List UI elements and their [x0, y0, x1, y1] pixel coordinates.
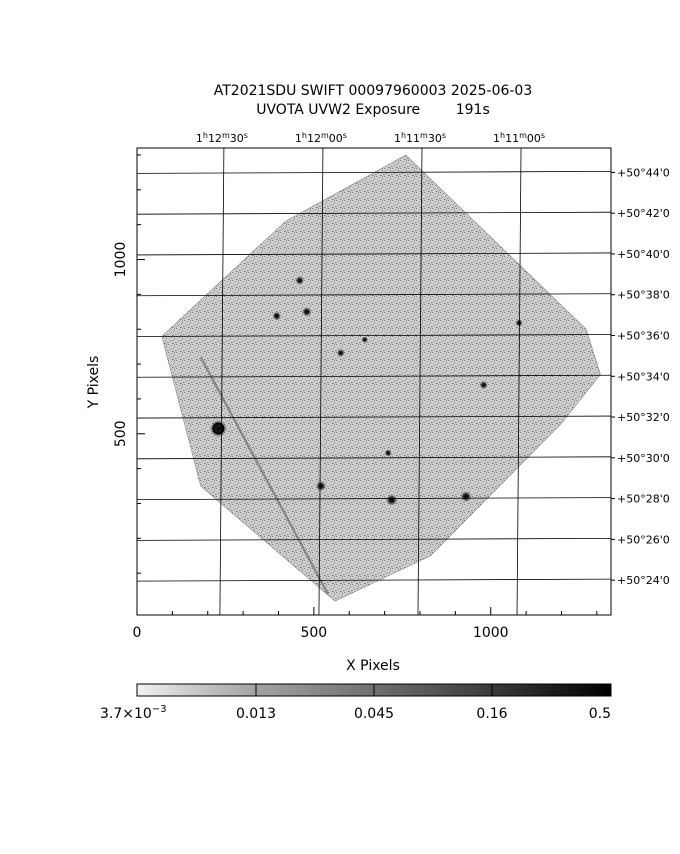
dec-label-6: +50°34'0 — [617, 370, 670, 383]
plot-frame — [136, 147, 612, 616]
source-1 — [209, 419, 228, 438]
dec-label-8: +50°30'0 — [617, 452, 670, 465]
bright-source-ring — [212, 422, 225, 435]
source-5 — [295, 275, 305, 285]
image-field — [161, 154, 601, 602]
ra-grid-line-1 — [219, 147, 225, 616]
colorbar-label-5: 0.5 — [589, 706, 611, 722]
dec-label-5: +50°36'0 — [617, 329, 670, 342]
dec-grid-line-4 — [136, 293, 612, 297]
source-11 — [515, 319, 523, 327]
source-7 — [272, 311, 282, 321]
colorbar-label-3: 0.045 — [354, 706, 394, 722]
dec-label-7: +50°32'0 — [617, 411, 670, 424]
image-footprint — [161, 154, 601, 602]
ra-label-3: 1h11m30s — [394, 131, 446, 145]
dec-grid-line-11 — [136, 578, 612, 582]
source-8 — [336, 348, 345, 358]
source-10 — [384, 449, 392, 457]
source-layer — [209, 275, 523, 506]
y-tick-label-1: 500 — [113, 420, 129, 447]
title-line-1: AT2021SDU SWIFT 00097960003 2025-06-03 — [214, 83, 533, 99]
colorbar-label-1: 3.7×10−3 — [100, 704, 167, 722]
dec-label-2: +50°42'0 — [617, 207, 670, 220]
ra-grid-line-3 — [417, 147, 423, 616]
source-4 — [315, 480, 327, 492]
dec-grid-line-1 — [136, 170, 612, 174]
ra-grid-line-4 — [516, 147, 522, 616]
x-axis-label: X Pixels — [346, 658, 400, 674]
dec-grid-line-3 — [136, 252, 612, 256]
dec-label-9: +50°28'0 — [617, 493, 670, 506]
axes: 0 500 1000 500 1000 1h12m30s 1h12m00s 1h11m30s 1… — [113, 131, 670, 641]
colorbar-label-4: 0.16 — [476, 706, 507, 722]
y-axis-label: Y Pixels — [86, 356, 102, 410]
x-tick-label-3: 1000 — [473, 625, 509, 641]
colorbar-label-2: 0.013 — [236, 706, 276, 722]
dec-grid-line-5 — [136, 334, 612, 337]
source-9 — [479, 380, 488, 390]
source-6 — [301, 306, 312, 317]
ra-label-4: 1h11m00s — [493, 131, 545, 145]
ra-label-1: 1h12m30s — [196, 131, 248, 145]
dec-label-11: +50°24'0 — [617, 574, 670, 587]
dec-label-3: +50°40'0 — [617, 248, 670, 261]
dec-label-10: +50°26'0 — [617, 533, 670, 546]
colorbar-ticks: 3.7×10−3 0.013 0.045 0.16 0.5 — [100, 684, 611, 722]
dec-grid-line-7 — [136, 415, 612, 419]
x-tick-label-1: 0 — [133, 625, 142, 641]
ra-label-2: 1h12m00s — [295, 131, 347, 145]
y-tick-label-2: 1000 — [113, 242, 129, 278]
coordinate-grid — [136, 147, 612, 616]
dec-grid-line-8 — [136, 456, 612, 460]
source-12 — [361, 336, 369, 344]
dec-label-4: +50°38'0 — [617, 289, 670, 302]
x-tick-label-2: 500 — [300, 625, 327, 641]
dec-grid-line-10 — [136, 537, 612, 541]
title-line-2: UVOTA UVW2 Exposure 191s — [256, 102, 490, 118]
dec-grid-line-9 — [136, 497, 612, 500]
dec-grid-line-6 — [136, 374, 612, 378]
dec-label-1: +50°44'0 — [617, 166, 670, 179]
source-3 — [460, 491, 472, 503]
ra-grid-line-2 — [318, 147, 324, 616]
dec-grid-line-2 — [136, 211, 612, 215]
source-2 — [385, 494, 398, 506]
